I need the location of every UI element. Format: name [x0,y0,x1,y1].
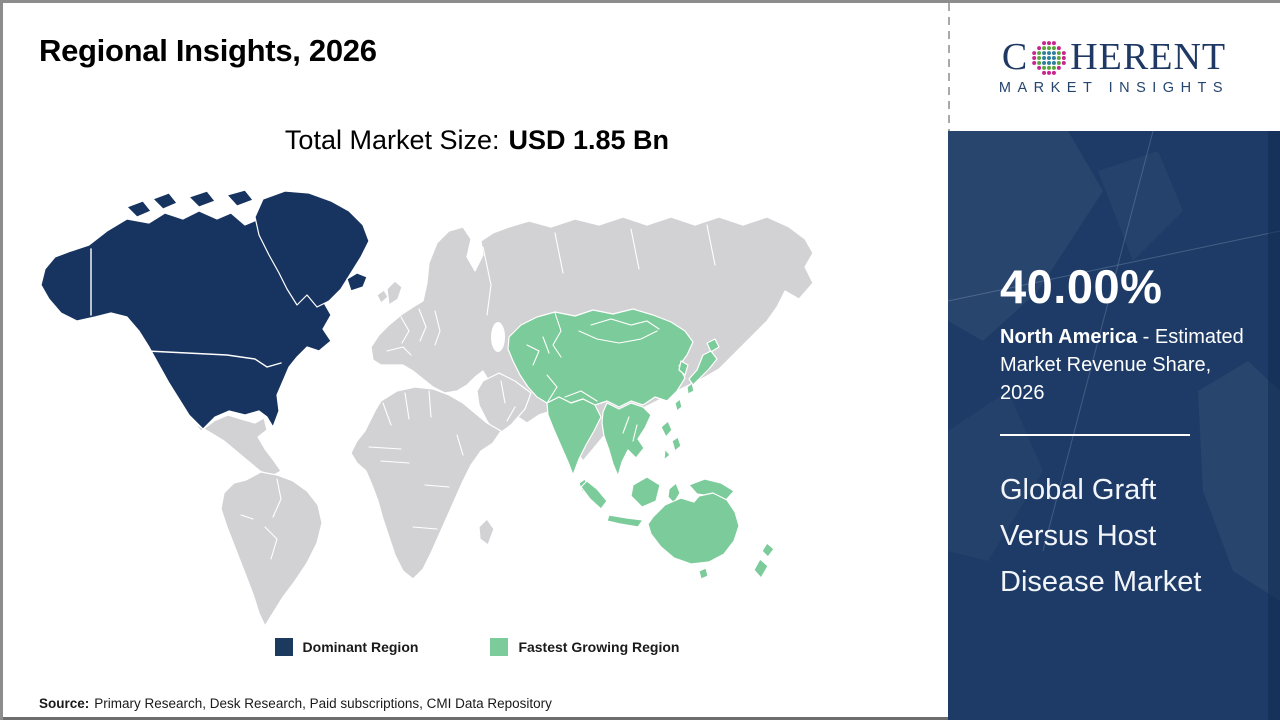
map-dominant-region-north-america [40,189,370,430]
total-market-size-label: Total Market Size: [284,125,500,155]
dashed-separator [948,3,950,131]
stat-region-name: North America [1000,326,1138,348]
map-section: Regional Insights, 2026 Total Market Siz… [3,3,951,720]
map-country-borders-green [526,312,660,442]
fastest-growing-region-label: Fastest Growing Region [518,639,680,655]
map-country-borders-navy [90,248,282,368]
panel-background-pattern [948,131,1280,720]
total-market-size-value: USD 1.85 Bn [508,125,670,155]
legend-item-fastest-growing: Fastest Growing Region [490,638,679,656]
source-note: Source: Primary Research, Desk Research, … [39,696,552,711]
world-map [31,185,863,627]
logo-letter-c: C [1001,36,1029,78]
legend-item-dominant: Dominant Region [274,638,419,656]
caspian-sea [491,322,505,352]
source-label: Source: [39,696,90,711]
stat-panel: 40.00% North America - Estimated Market … [948,131,1280,720]
coherent-globe-icon [1032,41,1067,75]
total-market-size: Total Market Size: USD 1.85 Bn [3,125,951,156]
stat-region-desc: - Estimated Market Revenue Share, 2026 [1000,326,1244,404]
page-title: Regional Insights, 2026 [39,33,377,68]
map-country-borders-gray [240,224,716,560]
dominant-region-swatch [274,638,293,656]
coherent-logo: C HERENT [1002,38,1226,76]
map-fastest-growing-region-asia-pacific [507,308,775,580]
logo-letters-rest: HERENT [1070,36,1227,78]
map-legend: Dominant Region Fastest Growing Region [3,638,951,656]
stat-value: 40.00% [1000,260,1163,313]
source-text: Primary Research, Desk Research, Paid su… [94,696,552,711]
panel-divider [1000,434,1190,436]
brand-logo-area: C HERENT MARKET INSIGHTS [948,3,1280,131]
logo-tagline: MARKET INSIGHTS [998,80,1230,96]
dominant-region-label: Dominant Region [302,639,419,655]
market-title: Global Graft Versus Host Disease Market [1000,474,1202,598]
stat-description: North America - Estimated Market Revenue… [1000,323,1252,407]
world-map-svg [40,189,814,627]
fastest-growing-region-swatch [490,638,509,656]
sidebar: C HERENT MARKET INSIGHTS [948,3,1280,720]
